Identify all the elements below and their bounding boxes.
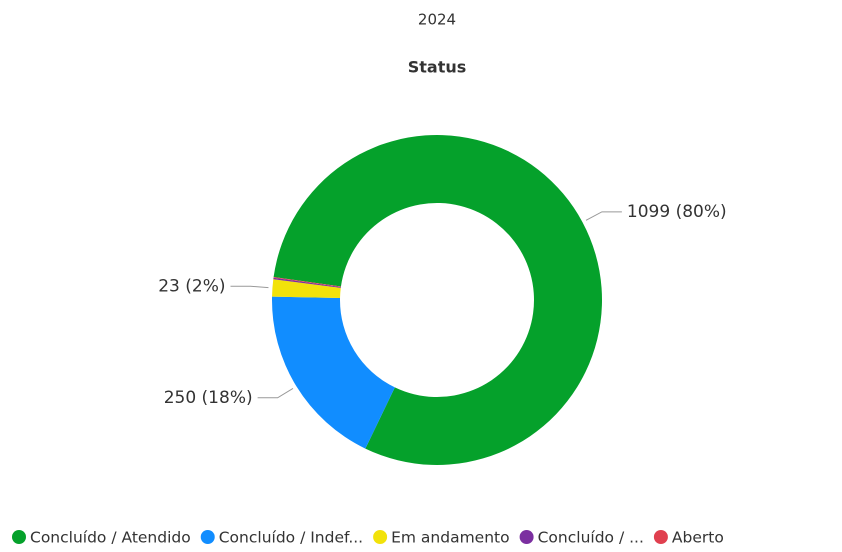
chart-title: Status [408, 58, 467, 77]
leader-line [585, 211, 622, 221]
chart-subtitle: 2024 [418, 11, 456, 29]
data-label: 250 (18%) [164, 388, 253, 408]
leader-line [257, 387, 294, 399]
legend-marker [200, 530, 215, 544]
donut-slice [273, 277, 341, 288]
legend-marker [373, 530, 388, 544]
leader-line [230, 285, 269, 289]
data-label: 23 (2%) [158, 276, 225, 296]
donut-slice [272, 279, 341, 298]
legend-label: Concluído / ... [538, 529, 644, 547]
legend-label: Aberto [672, 529, 724, 547]
data-label: 1099 (80%) [627, 202, 727, 222]
donut-slice [273, 135, 602, 466]
legend-label: Concluído / Indef... [219, 529, 363, 547]
donut-slice [273, 277, 341, 287]
donut-slice [271, 296, 395, 449]
legend-label: Concluído / Atendido [30, 529, 191, 547]
legend-label: Em andamento [391, 529, 510, 547]
legend-marker [653, 530, 668, 544]
legend-marker [12, 530, 26, 544]
legend-marker [519, 530, 534, 544]
